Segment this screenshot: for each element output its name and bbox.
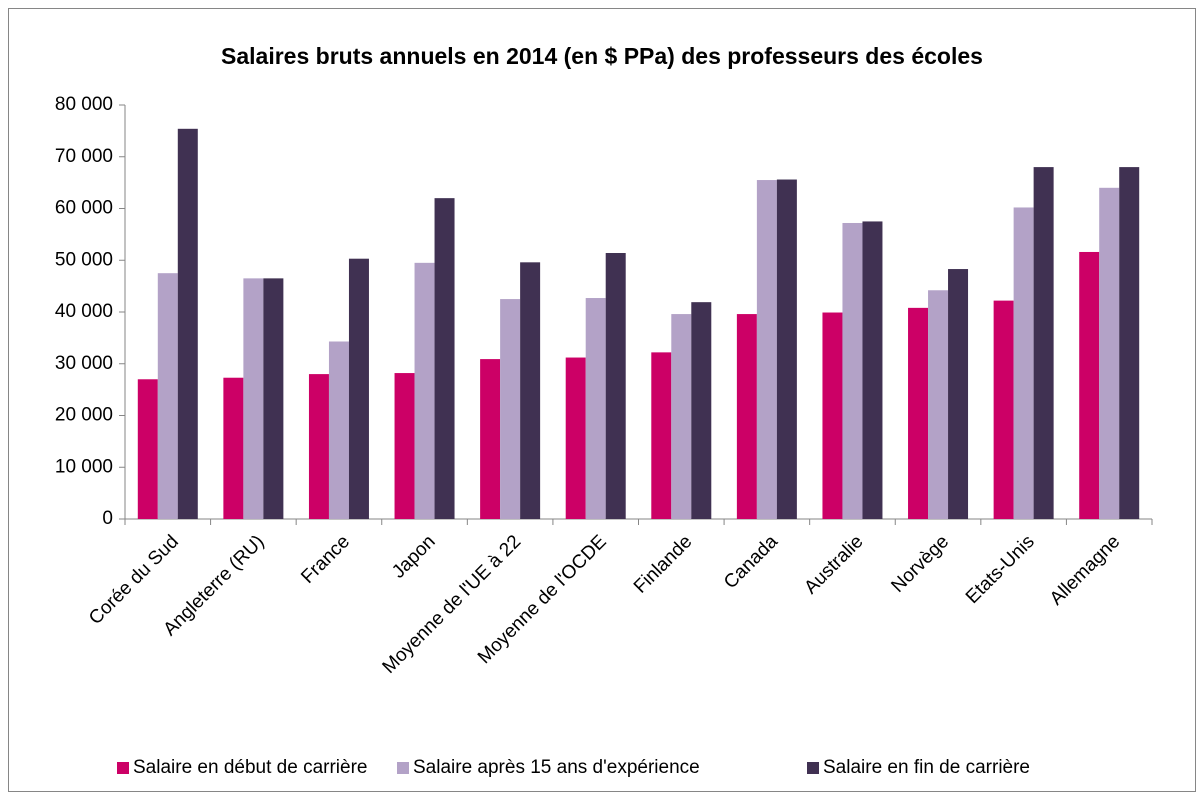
bar — [414, 262, 435, 519]
bar — [1013, 207, 1034, 519]
bar — [157, 273, 178, 519]
bar — [605, 253, 626, 519]
bar — [1079, 251, 1100, 519]
legend-label: Salaire après 15 ans d'expérience — [413, 757, 700, 778]
bar — [736, 314, 757, 519]
legend-swatch — [807, 762, 819, 774]
legend-label: Salaire en début de carrière — [133, 757, 367, 778]
bar — [756, 180, 777, 519]
bar — [585, 298, 606, 519]
y-tick-label: 10 000 — [55, 456, 113, 477]
bar — [776, 179, 797, 519]
bar — [348, 258, 369, 519]
bar — [1119, 167, 1140, 519]
bar — [520, 262, 541, 519]
y-tick-label: 20 000 — [55, 405, 113, 426]
bar — [480, 359, 501, 519]
y-tick-label: 70 000 — [55, 146, 113, 167]
legend-label: Salaire en fin de carrière — [823, 757, 1030, 778]
legend-swatch — [117, 762, 129, 774]
y-tick-label: 0 — [102, 508, 113, 529]
bar — [177, 128, 198, 519]
bar — [908, 307, 929, 519]
bar — [993, 300, 1014, 519]
bar — [328, 341, 349, 519]
y-tick-label: 50 000 — [55, 249, 113, 270]
bar — [671, 314, 692, 519]
bar — [822, 312, 843, 519]
bar — [223, 377, 244, 519]
bar — [948, 269, 969, 519]
bar — [842, 222, 863, 520]
bar — [308, 374, 329, 519]
bar — [691, 302, 712, 519]
bar — [1033, 167, 1054, 519]
bar — [434, 198, 455, 519]
y-tick-label: 80 000 — [55, 94, 113, 115]
y-tick-label: 60 000 — [55, 198, 113, 219]
bar — [565, 357, 586, 519]
bar — [137, 379, 158, 519]
y-tick-label: 30 000 — [55, 353, 113, 374]
bar — [862, 221, 883, 519]
y-tick-label: 40 000 — [55, 301, 113, 322]
bar — [651, 352, 672, 519]
bar — [500, 299, 521, 519]
legend-swatch — [397, 762, 409, 774]
bar — [1099, 187, 1120, 520]
bar — [928, 290, 949, 519]
bar — [243, 278, 264, 519]
bar — [394, 373, 415, 519]
chart-title: Salaires bruts annuels en 2014 (en $ PPa… — [221, 43, 983, 69]
bar — [263, 278, 284, 519]
